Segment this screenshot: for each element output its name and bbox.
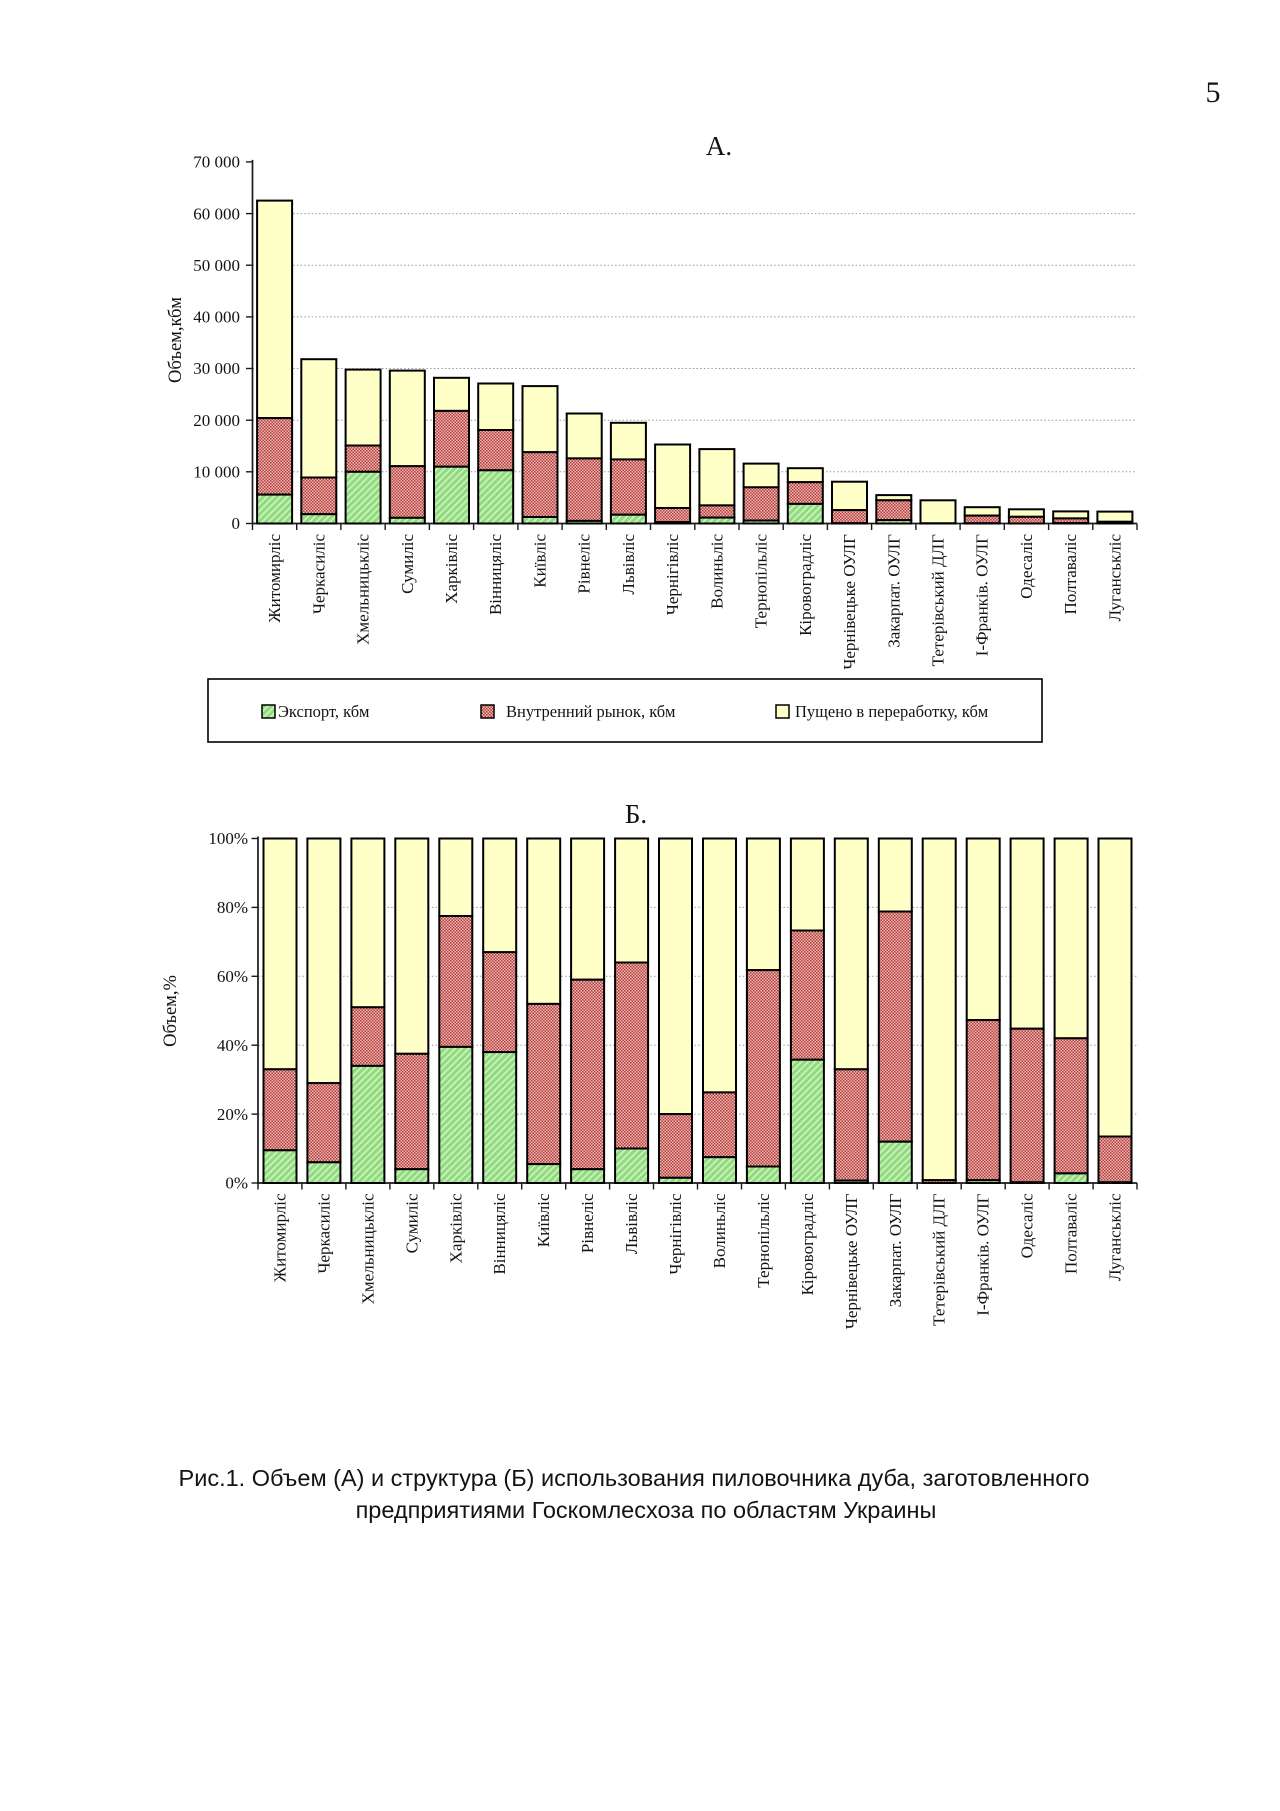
- svg-text:А.: А.: [706, 131, 732, 161]
- svg-text:Кіровоградліс: Кіровоградліс: [796, 534, 815, 636]
- svg-text:Объем,%: Объем,%: [161, 975, 181, 1047]
- svg-text:Чернігівліс: Чернігівліс: [663, 534, 682, 616]
- svg-text:Чернігівліс: Чернігівліс: [666, 1193, 685, 1275]
- svg-text:70 000: 70 000: [193, 153, 240, 172]
- svg-text:Житомирліс: Житомирліс: [271, 1193, 290, 1282]
- svg-text:Сумиліс: Сумиліс: [402, 1193, 421, 1253]
- svg-text:Кіровоградліс: Кіровоградліс: [798, 1193, 817, 1295]
- svg-text:Вінницяліс: Вінницяліс: [486, 534, 505, 615]
- svg-text:50 000: 50 000: [193, 256, 240, 275]
- svg-text:Чернівецьке ОУЛГ: Чернівецьке ОУЛГ: [842, 1193, 861, 1329]
- svg-text:100%: 100%: [208, 829, 248, 848]
- svg-text:І-Франків. ОУЛГ: І-Франків. ОУЛГ: [973, 534, 992, 656]
- svg-text:Київліс: Київліс: [534, 1193, 553, 1247]
- svg-text:Рівнеліс: Рівнеліс: [578, 1193, 597, 1253]
- svg-text:Объем,кбм: Объем,кбм: [166, 297, 186, 383]
- svg-text:Харківліс: Харківліс: [442, 534, 461, 604]
- svg-text:Одесаліс: Одесаліс: [1017, 534, 1036, 599]
- svg-text:30 000: 30 000: [193, 359, 240, 378]
- svg-text:Закарпат. ОУЛГ: Закарпат. ОУЛГ: [884, 534, 903, 648]
- svg-text:Экспорт, кбм: Экспорт, кбм: [278, 702, 370, 721]
- svg-text:60%: 60%: [217, 967, 248, 986]
- svg-text:20%: 20%: [217, 1105, 248, 1124]
- svg-text:Хмельницькліс: Хмельницькліс: [358, 1193, 377, 1304]
- svg-text:предприятиями Госкомлесхоза по: предприятиями Госкомлесхоза по областям …: [356, 1497, 937, 1523]
- svg-text:Сумиліс: Сумиліс: [398, 534, 417, 594]
- svg-text:Вінницяліс: Вінницяліс: [490, 1193, 509, 1274]
- svg-text:Одесаліс: Одесаліс: [1018, 1193, 1037, 1258]
- svg-text:Рівнеліс: Рівнеліс: [575, 534, 594, 594]
- svg-text:Тетерівський ДЛГ: Тетерівський ДЛГ: [929, 534, 948, 667]
- svg-text:60 000: 60 000: [193, 204, 240, 223]
- svg-text:Черкасиліс: Черкасиліс: [314, 1193, 333, 1273]
- svg-text:Закарпат. ОУЛГ: Закарпат. ОУЛГ: [886, 1193, 905, 1307]
- svg-text:5: 5: [1206, 76, 1221, 109]
- svg-text:Луганськліс: Луганськліс: [1105, 534, 1124, 622]
- svg-text:Львівліс: Львівліс: [622, 1193, 641, 1254]
- svg-text:Полтаваліс: Полтаваліс: [1061, 534, 1080, 615]
- svg-text:Львівліс: Львівліс: [619, 534, 638, 595]
- svg-text:10 000: 10 000: [193, 463, 240, 482]
- svg-text:40 000: 40 000: [193, 308, 240, 327]
- svg-text:Рис.1. Объем (А) и структура (: Рис.1. Объем (А) и структура (Б) использ…: [179, 1465, 1090, 1491]
- svg-text:Тетерівський ДЛГ: Тетерівський ДЛГ: [930, 1193, 949, 1326]
- svg-text:Харківліс: Харківліс: [446, 1193, 465, 1263]
- svg-text:Тернопільліс: Тернопільліс: [752, 534, 771, 629]
- svg-text:Волиньліс: Волиньліс: [710, 1193, 729, 1268]
- svg-text:Луганськліс: Луганськліс: [1106, 1193, 1125, 1281]
- svg-text:Черкасиліс: Черкасиліс: [309, 534, 328, 614]
- svg-text:Волиньліс: Волиньліс: [707, 534, 726, 609]
- svg-text:0%: 0%: [225, 1174, 248, 1193]
- svg-text:40%: 40%: [217, 1036, 248, 1055]
- svg-text:Київліс: Київліс: [531, 534, 550, 588]
- svg-text:0: 0: [232, 514, 241, 533]
- svg-text:80%: 80%: [217, 898, 248, 917]
- svg-text:І-Франків. ОУЛГ: І-Франків. ОУЛГ: [974, 1193, 993, 1315]
- svg-text:Внутренний рынок, кбм: Внутренний рынок, кбм: [506, 702, 676, 721]
- svg-text:Чернівецьке ОУЛГ: Чернівецьке ОУЛГ: [840, 534, 859, 670]
- svg-text:Тернопільліс: Тернопільліс: [754, 1193, 773, 1288]
- svg-text:Пущено в переработку, кбм: Пущено в переработку, кбм: [795, 702, 989, 721]
- svg-text:Полтаваліс: Полтаваліс: [1062, 1193, 1081, 1274]
- svg-text:Житомирліс: Житомирліс: [265, 534, 284, 623]
- svg-text:Хмельницькліс: Хмельницькліс: [354, 534, 373, 645]
- svg-text:20 000: 20 000: [193, 411, 240, 430]
- svg-text:Б.: Б.: [625, 799, 647, 829]
